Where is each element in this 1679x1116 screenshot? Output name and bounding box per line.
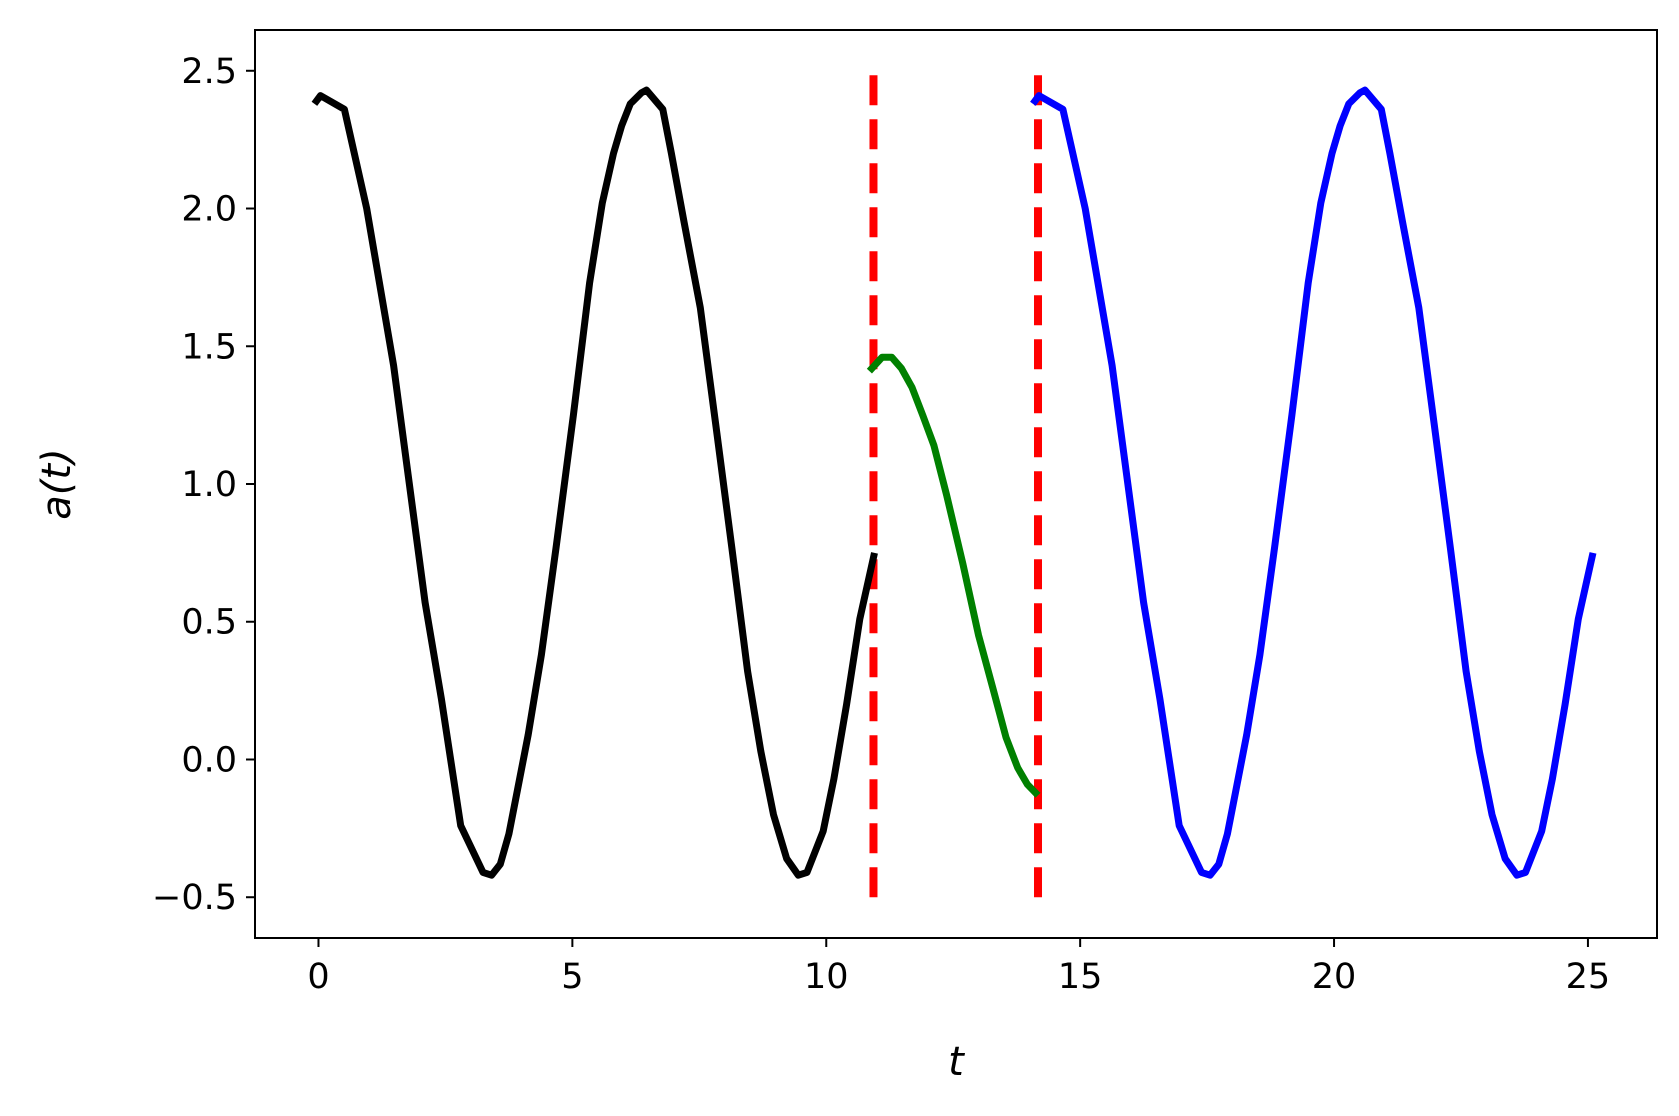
x-tick-label: 20	[1312, 957, 1357, 997]
y-tick-label: 2.5	[181, 52, 237, 92]
y-tick-label: 0.0	[181, 740, 237, 780]
x-tick-label: 5	[561, 957, 583, 997]
line-series	[1030, 86, 1597, 879]
x-axis-label: t	[948, 1039, 965, 1085]
x-tick-label: 0	[307, 957, 329, 997]
x-tick-label: 25	[1566, 957, 1611, 997]
y-tick-label: 1.0	[181, 465, 237, 505]
plot-frame	[254, 29, 1658, 939]
y-axis-label: a(t)	[34, 448, 80, 519]
y-tick-label: −0.5	[152, 878, 237, 918]
x-tick-label: 15	[1058, 957, 1103, 997]
y-tick-label: 0.5	[181, 603, 237, 643]
line-series	[866, 353, 1041, 798]
y-tick-label: 1.5	[181, 327, 237, 367]
y-tick-label: 2.0	[181, 190, 237, 230]
line-series	[311, 86, 878, 879]
x-tick-label: 10	[804, 957, 849, 997]
